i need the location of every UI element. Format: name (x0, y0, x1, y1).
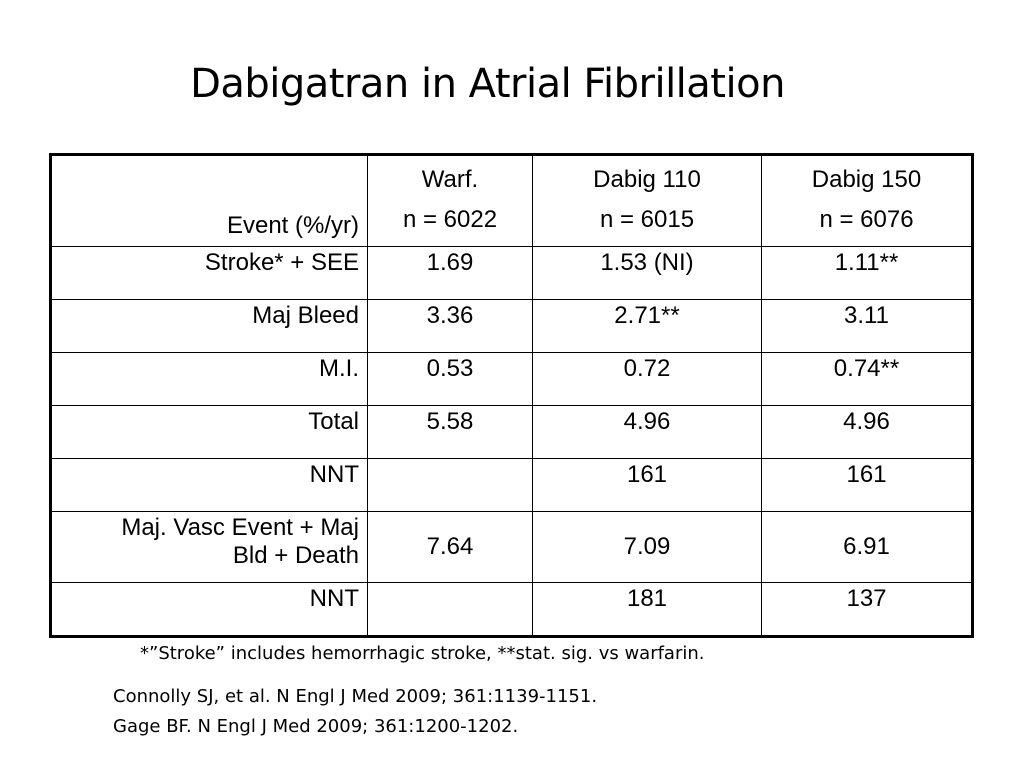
row-label: Stroke* + SEE (50, 246, 368, 300)
row-label: NNT (50, 582, 368, 637)
row-label: Maj. Vasc Event + Maj Bld + Death (50, 511, 368, 583)
header-dabig-110-name: Dabig 110 (593, 166, 701, 193)
cell-dabig-150: 1.11** (761, 246, 973, 300)
table-row-total: Total 5.58 4.96 4.96 (50, 405, 973, 459)
header-event-label: Event (%/yr) (50, 154, 368, 247)
header-dabig-150-name: Dabig 150 (811, 166, 922, 193)
cell-dabig-150: 4.96 (761, 405, 973, 459)
cell-dabig-150: 3.11 (761, 299, 973, 353)
cell-warf: 3.36 (367, 299, 533, 353)
cell-dabig-150: 137 (761, 582, 973, 637)
cell-dabig-110: 0.72 (532, 352, 762, 406)
header-warf-n: n = 6022 (402, 206, 498, 233)
table-header-row: Event (%/yr) Warf. n = 6022 Dabig 110 n … (50, 154, 973, 247)
row-label: M.I. (50, 352, 368, 406)
header-warf-name: Warf. (421, 166, 479, 193)
references: Connolly SJ, et al. N Engl J Med 2009; 3… (113, 682, 597, 742)
row-label-line-1: Maj. Vasc Event + Maj (121, 514, 359, 541)
table-row-nnt-2: NNT 181 137 (50, 582, 973, 637)
header-dabig-110: Dabig 110 n = 6015 (532, 154, 762, 247)
cell-warf: 1.69 (367, 246, 533, 300)
row-label: Maj Bleed (50, 299, 368, 353)
cell-warf: 5.58 (367, 405, 533, 459)
header-warf: Warf. n = 6022 (367, 154, 533, 247)
cell-dabig-110: 181 (532, 582, 762, 637)
table-row-mi: M.I. 0.53 0.72 0.74** (50, 352, 973, 406)
cell-dabig-150: 161 (761, 458, 973, 512)
cell-dabig-110: 161 (532, 458, 762, 512)
footnote: *”Stroke” includes hemorrhagic stroke, *… (140, 643, 705, 664)
results-table: Event (%/yr) Warf. n = 6022 Dabig 110 n … (49, 153, 974, 638)
table-row-maj-vasc-event: Maj. Vasc Event + Maj Bld + Death 7.64 7… (50, 511, 973, 583)
cell-warf: 0.53 (367, 352, 533, 406)
cell-dabig-110: 2.71** (532, 299, 762, 353)
cell-dabig-110: 4.96 (532, 405, 762, 459)
cell-warf (367, 582, 533, 637)
cell-dabig-150: 0.74** (761, 352, 973, 406)
row-label: NNT (50, 458, 368, 512)
row-label-line-2: Bld + Death (232, 542, 359, 569)
table-row-maj-bleed: Maj Bleed 3.36 2.71** 3.11 (50, 299, 973, 353)
cell-dabig-110: 7.09 (532, 511, 762, 583)
reference-item: Connolly SJ, et al. N Engl J Med 2009; 3… (113, 686, 598, 707)
table-row-nnt-1: NNT 161 161 (50, 458, 973, 512)
header-dabig-150: Dabig 150 n = 6076 (761, 154, 973, 247)
cell-dabig-150: 6.91 (761, 511, 973, 583)
header-dabig-110-n: n = 6015 (599, 206, 695, 233)
row-label: Total (50, 405, 368, 459)
header-dabig-150-n: n = 6076 (819, 206, 914, 233)
table-row-stroke-see: Stroke* + SEE 1.69 1.53 (NI) 1.11** (50, 246, 973, 300)
cell-dabig-110: 1.53 (NI) (532, 246, 762, 300)
slide-title: Dabigatran in Atrial Fibrillation (190, 61, 785, 107)
cell-warf: 7.64 (367, 511, 533, 583)
cell-warf (367, 458, 533, 512)
reference-item: Gage BF. N Engl J Med 2009; 361:1200-120… (113, 716, 519, 737)
